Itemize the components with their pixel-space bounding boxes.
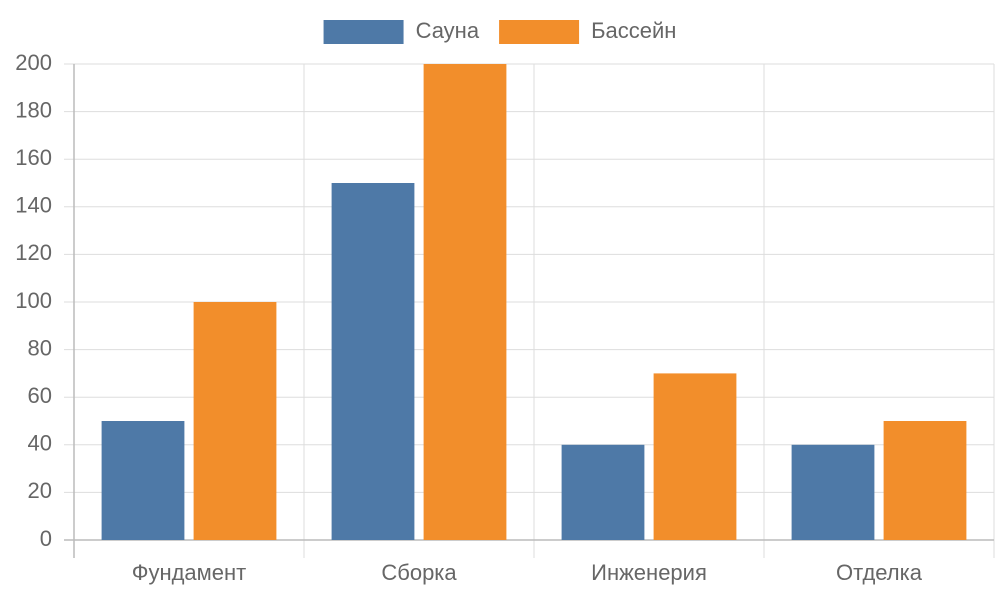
legend-swatch bbox=[499, 20, 580, 44]
x-tick-label: Фундамент bbox=[132, 560, 247, 585]
bar bbox=[423, 64, 507, 540]
bar bbox=[561, 444, 645, 540]
x-tick-label: Инженерия bbox=[591, 560, 707, 585]
legend-label: Бассейн bbox=[591, 18, 676, 43]
bar bbox=[193, 302, 277, 540]
legend-swatch bbox=[323, 20, 404, 44]
y-tick-label: 20 bbox=[28, 478, 52, 503]
y-tick-label: 80 bbox=[28, 335, 52, 360]
bar bbox=[653, 373, 737, 540]
bar bbox=[101, 421, 185, 540]
y-tick-label: 180 bbox=[15, 97, 52, 122]
y-tick-label: 40 bbox=[28, 431, 52, 456]
bar bbox=[791, 444, 875, 540]
y-tick-label: 200 bbox=[15, 50, 52, 75]
bar bbox=[331, 183, 415, 540]
y-tick-label: 0 bbox=[40, 526, 52, 551]
y-tick-label: 100 bbox=[15, 288, 52, 313]
y-tick-label: 140 bbox=[15, 193, 52, 218]
y-tick-label: 160 bbox=[15, 145, 52, 170]
legend-item: Сауна bbox=[323, 18, 480, 44]
x-tick-label: Сборка bbox=[381, 560, 457, 585]
bar bbox=[883, 421, 967, 540]
legend-label: Сауна bbox=[416, 18, 480, 43]
y-tick-label: 120 bbox=[15, 240, 52, 265]
x-tick-label: Отделка bbox=[836, 560, 923, 585]
legend-item: Бассейн bbox=[499, 18, 676, 44]
y-tick-label: 60 bbox=[28, 383, 52, 408]
